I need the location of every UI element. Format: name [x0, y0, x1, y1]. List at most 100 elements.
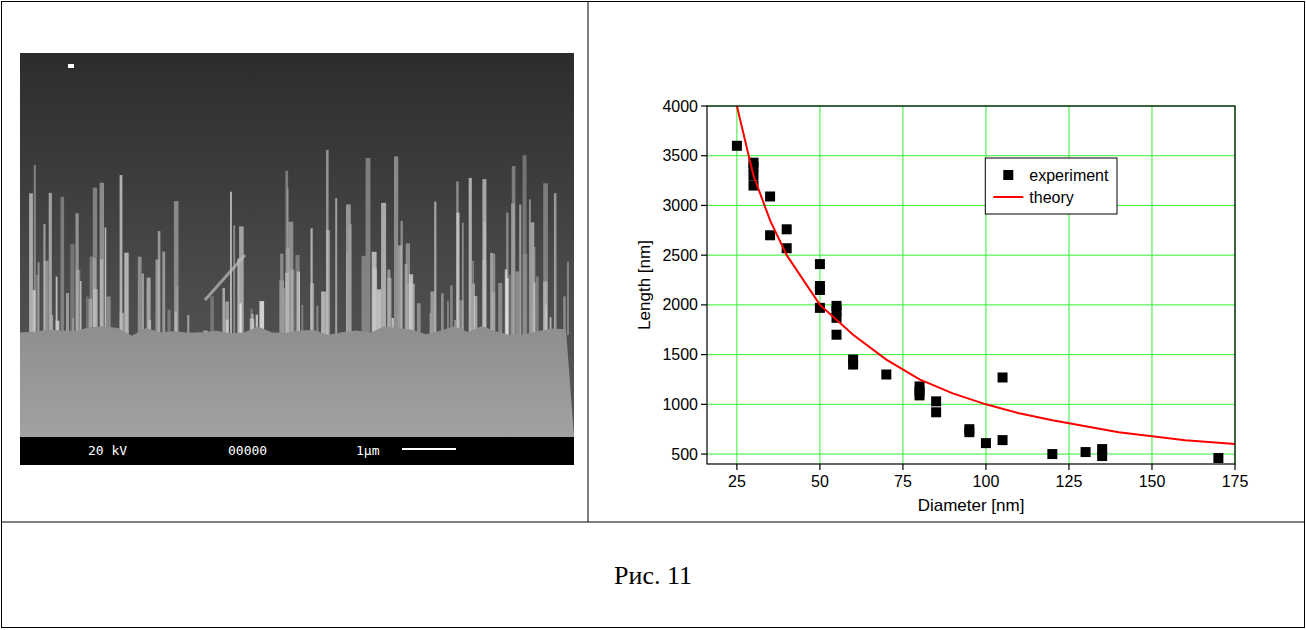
nanowire — [398, 246, 402, 336]
plot-frame — [707, 106, 1235, 464]
data-point — [732, 141, 742, 151]
sem-label: 20 kV — [88, 443, 127, 458]
nanowire — [482, 179, 486, 335]
nanowire — [70, 244, 74, 335]
x-axis-title: Diameter [nm] — [918, 496, 1025, 515]
nanowire — [33, 290, 36, 335]
nanowire — [80, 281, 82, 335]
nanowire — [321, 291, 325, 335]
figure: Рис. 1120 kV000001μm25507510012515017550… — [0, 0, 1306, 630]
x-tick — [1068, 464, 1069, 470]
row-divider — [2, 522, 1305, 523]
nanowire — [174, 201, 179, 335]
nanowire — [534, 247, 536, 335]
x-tick-label: 50 — [811, 473, 829, 490]
nanowire — [456, 213, 459, 335]
y-tick-label: 500 — [671, 446, 698, 463]
nanowire — [230, 192, 232, 335]
nanowire — [233, 225, 235, 335]
y-tick — [701, 404, 707, 405]
nanowire — [469, 178, 472, 335]
nanowire — [515, 271, 519, 335]
legend-key — [1003, 170, 1013, 180]
nanowire — [405, 264, 408, 335]
x-tick — [736, 464, 737, 470]
nanowire — [283, 288, 285, 335]
nanowire — [141, 274, 144, 336]
y-tick — [701, 304, 707, 305]
table-border — [2, 2, 1305, 628]
scale-bar — [402, 448, 456, 450]
x-tick-label: 25 — [728, 473, 746, 490]
cell-divider — [588, 2, 589, 523]
nanowire — [61, 197, 65, 335]
nanowire — [567, 262, 569, 335]
nanowire — [523, 155, 527, 335]
grid-line — [707, 205, 1235, 206]
legend-label: theory — [1029, 189, 1073, 206]
nanowire — [387, 278, 391, 335]
y-tick — [701, 255, 707, 256]
data-point — [998, 435, 1008, 445]
nanowire — [346, 253, 348, 335]
nanowire — [543, 183, 548, 335]
nanowire — [498, 283, 502, 335]
y-tick — [701, 205, 707, 206]
nanowire — [543, 281, 547, 335]
legend-label: experiment — [1029, 167, 1109, 184]
data-point — [1047, 449, 1057, 459]
x-tick — [985, 464, 986, 470]
nanowire — [93, 188, 97, 335]
nanowire — [38, 262, 40, 335]
data-point — [765, 191, 775, 201]
data-point — [881, 370, 891, 380]
grid-line — [707, 304, 1235, 305]
x-tick — [1151, 464, 1152, 470]
nanowire — [76, 213, 79, 335]
nanowire — [222, 288, 225, 335]
nanowire — [441, 293, 444, 335]
nanowire — [536, 276, 539, 335]
theory-line — [737, 106, 1235, 444]
nanowire — [56, 277, 58, 335]
nanowire — [105, 228, 107, 336]
nanowire — [490, 253, 493, 335]
x-tick-label: 125 — [1056, 473, 1083, 490]
nanowire — [240, 303, 242, 335]
nanowire — [156, 259, 160, 335]
marks — [732, 106, 1235, 463]
data-point — [931, 407, 941, 417]
marker-dot — [68, 64, 74, 68]
x-tick — [819, 464, 820, 470]
nanowire — [120, 175, 123, 335]
nanowire — [287, 189, 289, 335]
legend-box — [985, 158, 1117, 214]
data-point — [964, 427, 974, 437]
nanowire — [381, 203, 386, 335]
data-point — [1081, 447, 1091, 457]
nanowire — [187, 315, 189, 335]
nanowire — [372, 252, 377, 335]
nanowire — [554, 193, 557, 335]
nanowire — [285, 171, 288, 335]
grid-line — [902, 106, 903, 464]
nanowire — [280, 254, 283, 335]
x-tick-label: 100 — [973, 473, 1000, 490]
grid-line — [736, 106, 737, 464]
nanowire — [49, 193, 52, 335]
data-point — [915, 390, 925, 400]
legend: experiment theory — [985, 158, 1117, 214]
grid-line — [1151, 106, 1152, 464]
nanowire — [205, 255, 245, 300]
sem-image — [20, 53, 574, 465]
y-axis-title: Length [nm] — [635, 240, 654, 330]
nanowire — [349, 224, 352, 335]
nanowire — [362, 256, 366, 335]
y-tick — [701, 155, 707, 156]
y-tick-label: 1500 — [662, 346, 698, 363]
nanowire — [417, 303, 421, 335]
sem-label: 00000 — [228, 443, 267, 458]
nanowire — [29, 193, 33, 335]
sem-label: 1μm — [356, 443, 380, 458]
sem-background — [20, 53, 574, 465]
